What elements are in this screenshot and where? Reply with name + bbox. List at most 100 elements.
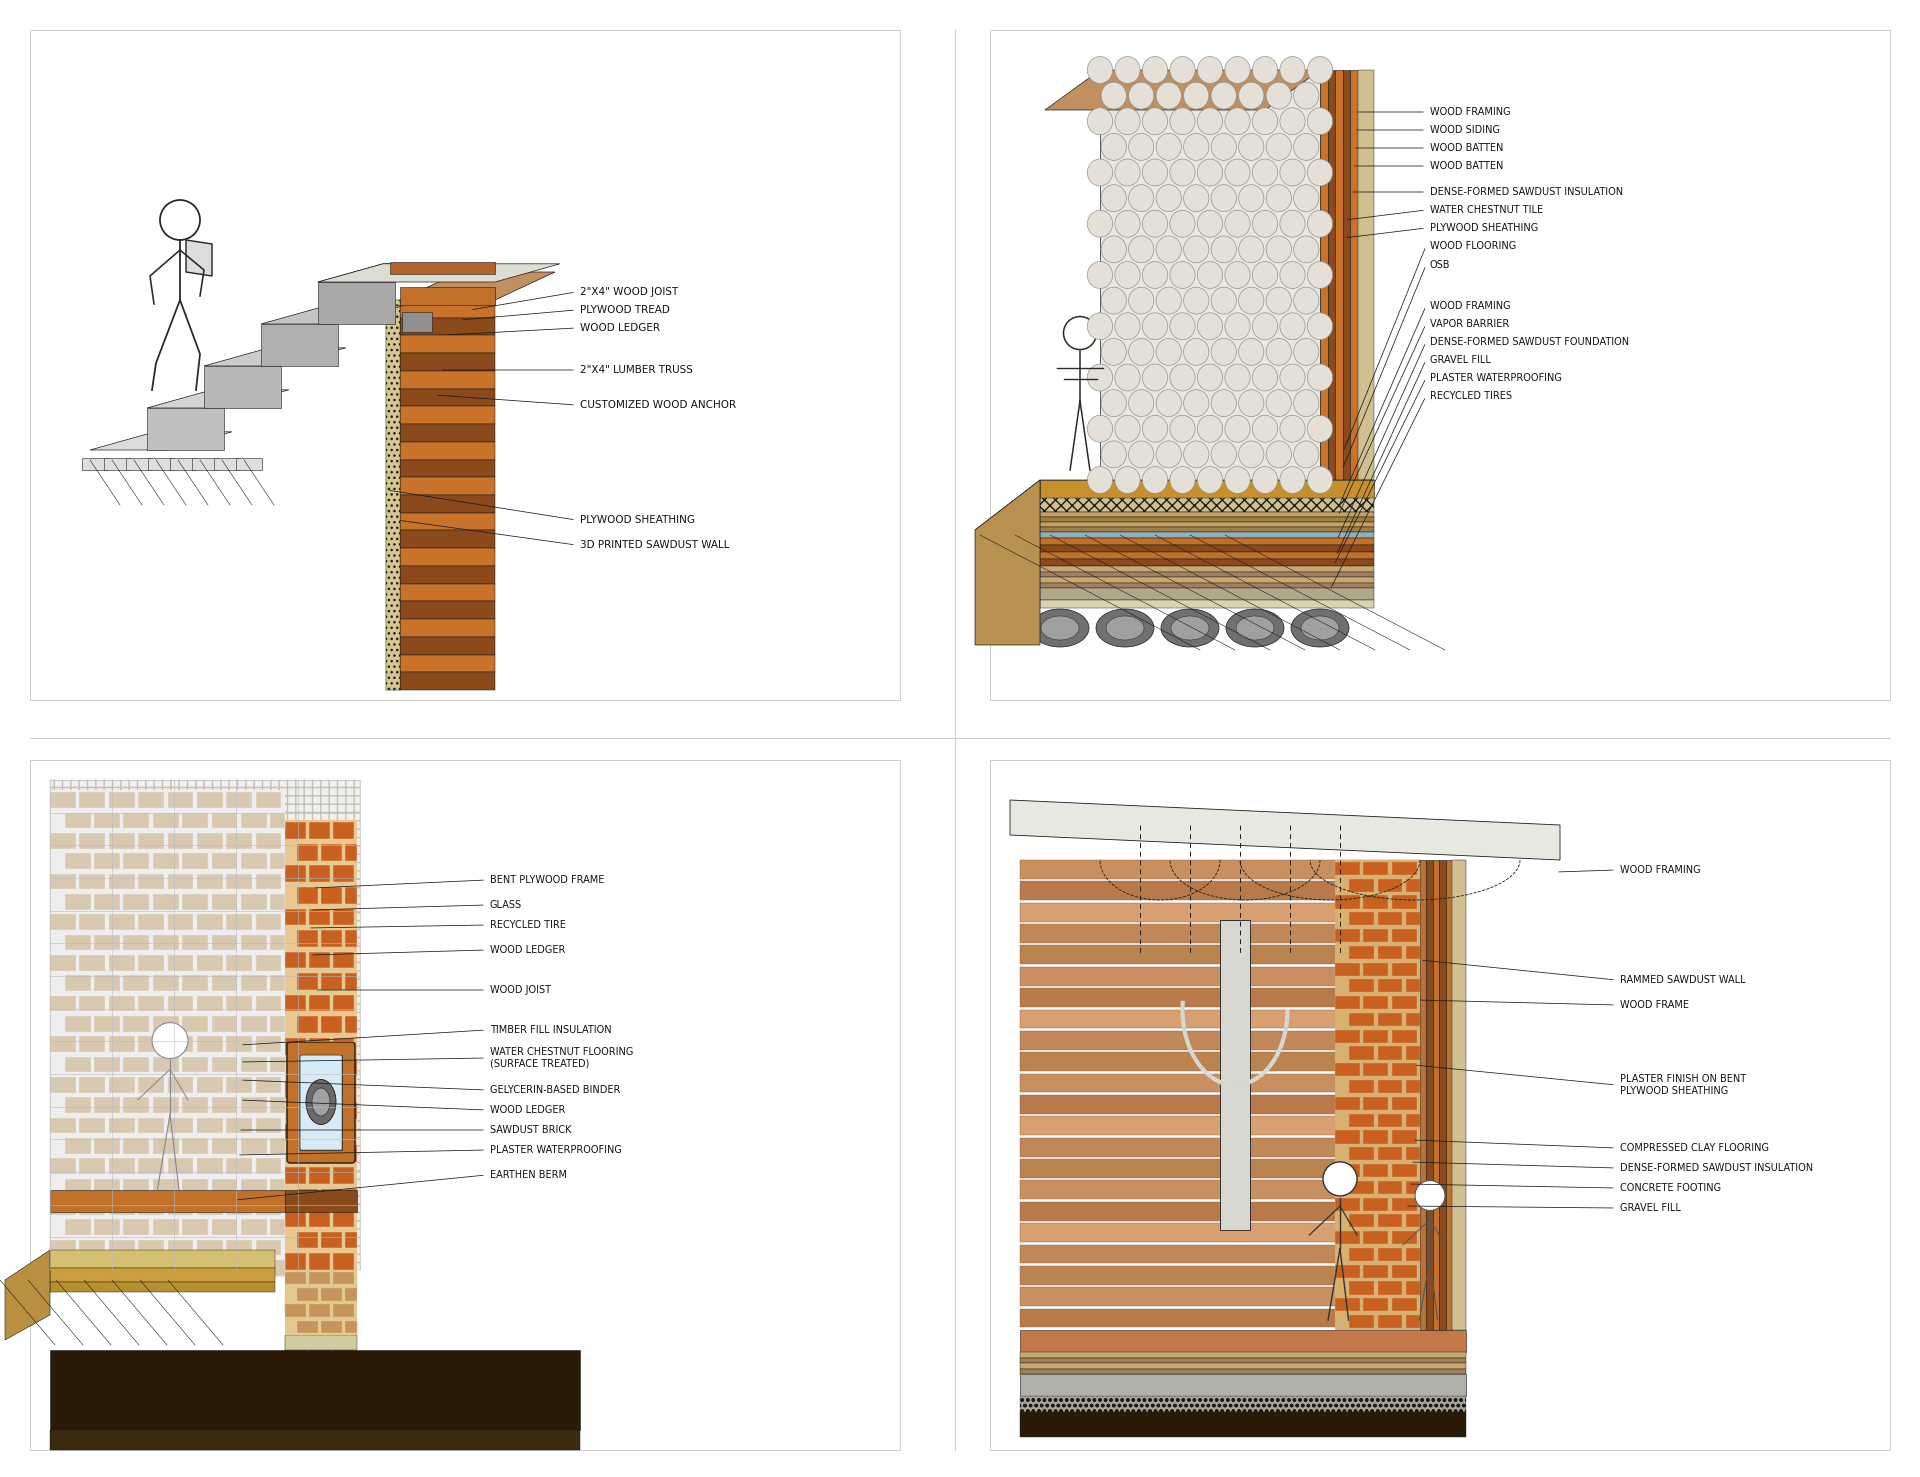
Bar (1392, 1298, 1417, 1312)
Bar (321, 1016, 342, 1032)
Bar (154, 1056, 179, 1072)
Ellipse shape (1212, 133, 1236, 161)
Bar (211, 1179, 238, 1195)
Ellipse shape (1212, 338, 1236, 365)
Bar (1041, 521, 1375, 527)
Circle shape (152, 1022, 188, 1059)
Polygon shape (975, 480, 1041, 645)
Polygon shape (319, 282, 396, 323)
Bar (1041, 552, 1375, 558)
Bar (154, 812, 179, 829)
Ellipse shape (1212, 442, 1236, 468)
Bar (399, 654, 495, 672)
Bar (271, 812, 284, 829)
Bar (1350, 1180, 1375, 1193)
Bar (1392, 1164, 1417, 1177)
Bar (211, 1016, 238, 1032)
Bar (271, 1056, 284, 1072)
Bar (255, 1077, 282, 1093)
Bar (227, 914, 252, 931)
Bar (198, 914, 223, 931)
Bar (182, 1016, 207, 1032)
Ellipse shape (1142, 160, 1167, 186)
Ellipse shape (1169, 261, 1194, 288)
Bar (1041, 572, 1375, 578)
Ellipse shape (1294, 390, 1319, 417)
Bar (1427, 860, 1432, 1329)
Bar (284, 1038, 305, 1055)
Bar (138, 995, 163, 1012)
Ellipse shape (1129, 287, 1154, 315)
Ellipse shape (1281, 415, 1306, 442)
Bar (255, 833, 282, 849)
Bar (65, 975, 90, 991)
Bar (138, 1077, 163, 1093)
Ellipse shape (1281, 56, 1306, 84)
Bar (1350, 945, 1375, 959)
Ellipse shape (1171, 616, 1210, 640)
Ellipse shape (1183, 287, 1210, 315)
Bar (284, 1252, 305, 1270)
Bar (1377, 1013, 1402, 1027)
Bar (1363, 995, 1388, 1009)
Ellipse shape (1142, 56, 1167, 84)
Ellipse shape (1129, 83, 1154, 109)
Bar (1392, 1264, 1417, 1278)
Bar (240, 894, 267, 910)
Bar (123, 1219, 150, 1235)
Bar (321, 1288, 342, 1301)
Bar (1334, 1198, 1359, 1211)
Bar (1392, 1130, 1417, 1143)
Bar (227, 1118, 252, 1133)
Text: WATER CHESTNUT FLOORING
(SURFACE TREATED): WATER CHESTNUT FLOORING (SURFACE TREATED… (490, 1047, 634, 1069)
Bar (1020, 1180, 1421, 1199)
Bar (309, 823, 330, 839)
Bar (1334, 1164, 1359, 1177)
Ellipse shape (1129, 442, 1154, 468)
Bar (79, 1037, 106, 1052)
Bar (284, 951, 305, 969)
Bar (399, 530, 495, 548)
Bar (1421, 860, 1427, 1329)
Bar (1321, 69, 1327, 480)
Bar (1041, 588, 1375, 600)
Bar (94, 1097, 119, 1114)
Bar (1405, 945, 1421, 959)
Bar (284, 908, 305, 925)
Bar (1334, 963, 1359, 976)
Ellipse shape (1129, 236, 1154, 263)
Bar (271, 1219, 284, 1235)
Bar (284, 1190, 357, 1213)
Bar (182, 1260, 207, 1276)
Ellipse shape (1302, 616, 1338, 640)
Bar (211, 935, 238, 950)
Bar (1405, 913, 1421, 925)
Bar (1392, 1029, 1417, 1043)
Bar (1363, 1264, 1388, 1278)
Ellipse shape (1236, 616, 1275, 640)
Ellipse shape (1281, 313, 1306, 340)
Bar (255, 1118, 282, 1133)
Bar (198, 1118, 223, 1133)
Ellipse shape (1129, 133, 1154, 161)
Ellipse shape (1156, 287, 1181, 315)
Bar (399, 287, 495, 304)
Bar (399, 601, 495, 619)
Bar (154, 1219, 179, 1235)
Ellipse shape (1100, 83, 1127, 109)
Bar (79, 995, 106, 1012)
Bar (298, 1360, 319, 1378)
Bar (1020, 945, 1421, 964)
Bar (227, 873, 252, 889)
Bar (298, 888, 319, 904)
Circle shape (159, 199, 200, 239)
Bar (1377, 879, 1402, 892)
Ellipse shape (1169, 363, 1194, 391)
Ellipse shape (1294, 83, 1319, 109)
Bar (298, 1189, 319, 1205)
Ellipse shape (1252, 415, 1277, 442)
Bar (1363, 1298, 1388, 1312)
Ellipse shape (1087, 261, 1114, 288)
Polygon shape (975, 480, 1375, 530)
Bar (123, 975, 150, 991)
